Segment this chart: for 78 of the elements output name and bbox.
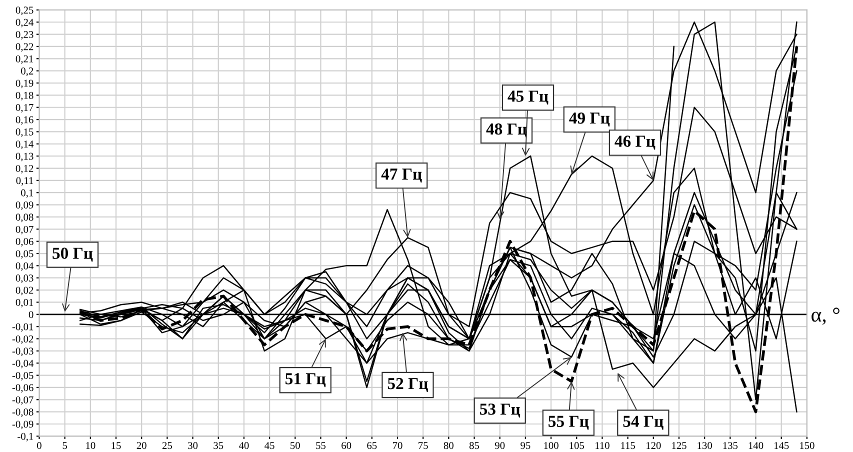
y-tick-label: -0,1 — [18, 432, 34, 442]
x-tick-label: 75 — [418, 442, 428, 450]
x-tick-label: 100 — [544, 442, 558, 450]
y-tick-label: -0,02 — [12, 335, 34, 344]
x-tick-label: 15 — [112, 442, 121, 450]
y-tick-label: 0,14 — [16, 140, 34, 150]
annotation: 46 Гц — [614, 136, 656, 150]
y-tick-label: 0 — [28, 311, 34, 318]
x-tick-label: 115 — [621, 442, 636, 450]
y-tick-label: -0,06 — [12, 384, 34, 393]
x-tick-label: 150 — [800, 442, 814, 450]
y-tick-label: 0,01 — [16, 298, 34, 308]
y-tick-label: 0,08 — [16, 214, 34, 222]
x-tick-label: 55 — [316, 442, 326, 450]
annotation: 49 Гц — [569, 112, 610, 126]
annotation: 45 Гц — [508, 90, 548, 105]
x-tick-label: 5 — [62, 442, 68, 450]
x-tick-label: 35 — [214, 442, 224, 450]
y-tick-label: -0,07 — [12, 396, 34, 405]
x-tick-label: 120 — [646, 442, 661, 450]
x-tick-label: 135 — [723, 442, 738, 450]
y-tick-label: 0,25 — [16, 6, 34, 16]
x-tick-label: 105 — [570, 442, 584, 450]
x-tick-label: 0 — [37, 442, 42, 450]
x-tick-label: 145 — [774, 442, 789, 450]
y-tick-label: -0,01 — [12, 323, 34, 332]
y-tick-label: 0,03 — [16, 274, 34, 284]
x-tick-label: 125 — [672, 442, 686, 450]
annotation: 53 Гц — [480, 404, 520, 418]
y-tick-label: 0,05 — [16, 250, 34, 259]
y-tick-label: 0,22 — [16, 43, 34, 52]
x-tick-label: 130 — [698, 442, 712, 450]
y-tick-label: 0,2 — [21, 68, 34, 76]
x-axis-title: α, ° — [812, 308, 840, 325]
y-tick-label: 0,24 — [16, 18, 34, 28]
y-tick-label: 0,18 — [16, 92, 34, 100]
y-tick-label: 0,09 — [16, 201, 34, 210]
y-tick-label: 0,11 — [16, 177, 34, 186]
y-tick-label: 0,12 — [16, 164, 34, 174]
y-tick-label: -0,03 — [12, 348, 34, 356]
y-tick-label: -0,04 — [12, 360, 34, 368]
x-tick-label: 40 — [238, 442, 249, 450]
x-tick-label: 95 — [520, 442, 530, 450]
y-tick-label: 0,02 — [16, 286, 34, 296]
y-tick-label: 0,16 — [16, 116, 34, 125]
x-tick-label: 65 — [367, 442, 377, 450]
x-tick-label: 140 — [748, 442, 764, 450]
y-tick-label: 0,21 — [16, 55, 34, 64]
y-tick-label: 0,04 — [16, 262, 34, 271]
annotation: 54 Гц — [623, 416, 664, 430]
y-tick-label: 0,19 — [16, 80, 34, 88]
x-tick-label: 70 — [392, 442, 402, 450]
annotation: 52 Гц — [388, 378, 428, 392]
annotation: 50 Гц — [52, 248, 93, 262]
x-tick-label: 25 — [162, 442, 172, 450]
y-tick-label: 0,1 — [21, 189, 34, 198]
x-tick-label: 30 — [188, 442, 198, 450]
x-tick-label: 10 — [86, 442, 96, 450]
x-tick-label: 110 — [596, 442, 610, 450]
y-tick-label: -0,05 — [12, 372, 34, 381]
y-tick-label: -0,09 — [12, 420, 34, 430]
x-tick-label: 50 — [290, 442, 300, 450]
x-tick-label: 80 — [444, 442, 454, 450]
y-tick-label: 0,13 — [16, 152, 34, 162]
annotation: 55 Гц — [548, 416, 589, 430]
annotation: 47 Гц — [381, 168, 422, 182]
y-tick-label: 0,06 — [16, 238, 34, 247]
y-tick-label: 0,07 — [16, 226, 34, 234]
x-tick-label: 20 — [136, 442, 146, 450]
y-tick-label: 0,23 — [16, 30, 34, 40]
y-tick-label: -0,08 — [12, 408, 34, 418]
x-tick-label: 90 — [494, 442, 505, 450]
annotation: 51 Гц — [286, 373, 326, 388]
x-tick-label: 85 — [469, 442, 480, 450]
x-tick-label: 60 — [342, 442, 352, 450]
x-tick-label: 45 — [264, 442, 274, 450]
y-tick-label: 0,17 — [16, 104, 34, 113]
y-tick-label: 0,15 — [16, 128, 34, 137]
